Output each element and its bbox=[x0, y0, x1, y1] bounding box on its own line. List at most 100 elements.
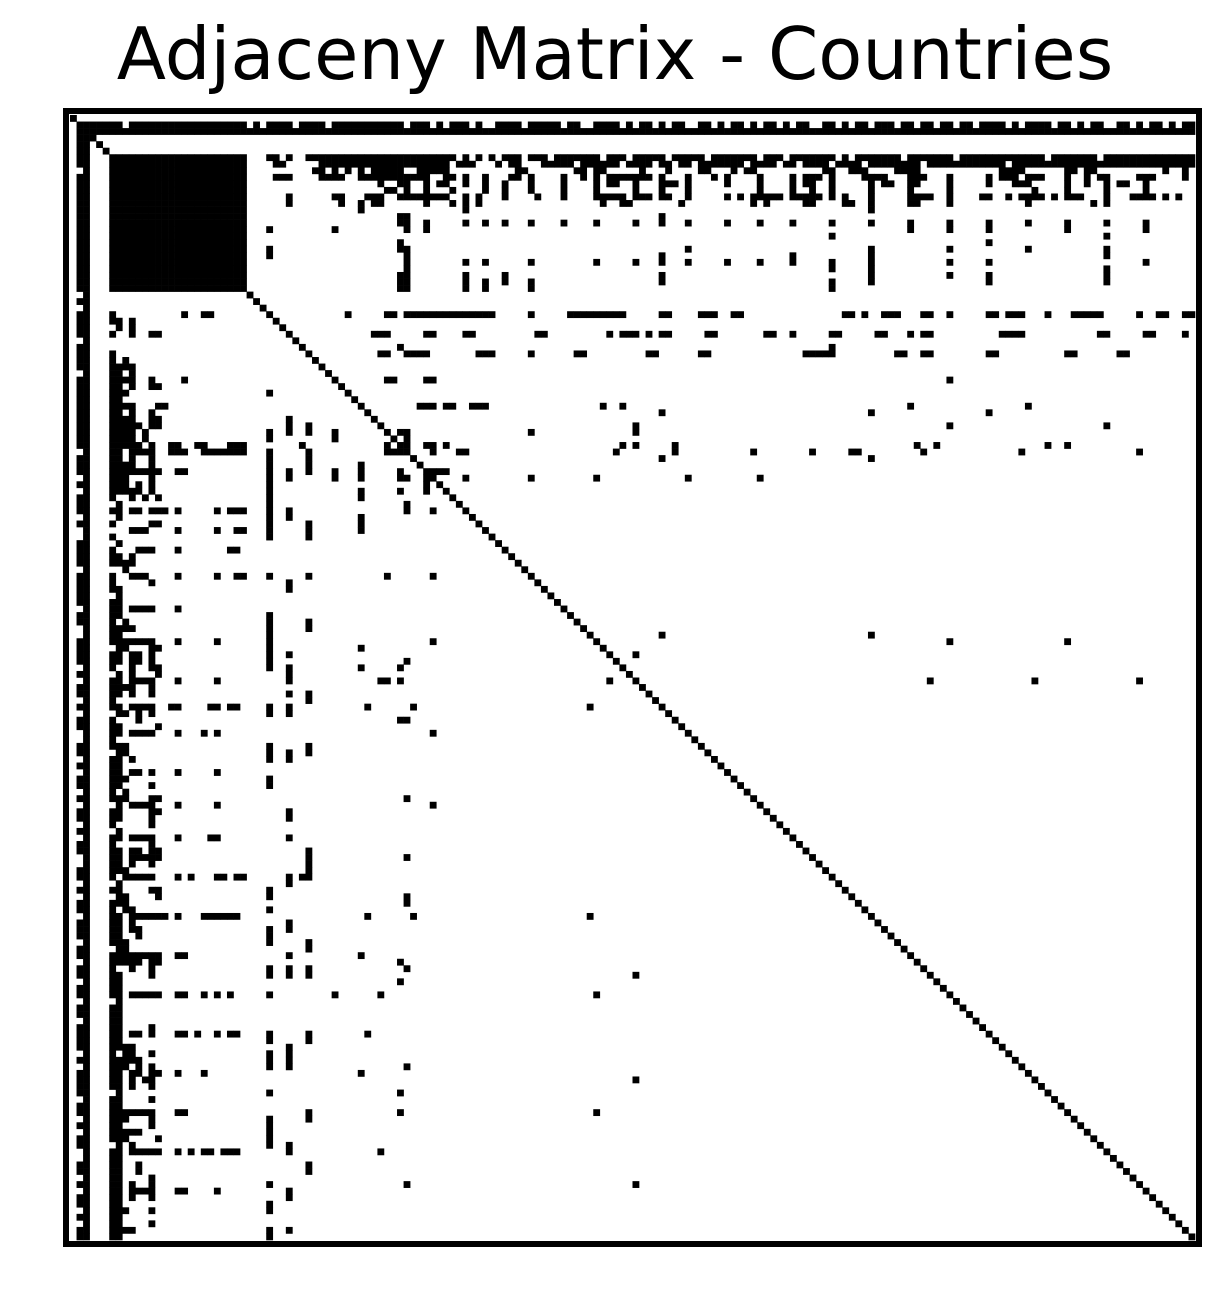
matrix-cell bbox=[985, 160, 993, 168]
matrix-cell bbox=[867, 265, 875, 273]
matrix-cell bbox=[802, 160, 810, 168]
matrix-cell bbox=[501, 271, 509, 279]
matrix-cell bbox=[83, 742, 90, 750]
matrix-cell bbox=[220, 128, 228, 135]
matrix-cell bbox=[1109, 128, 1117, 135]
matrix-cell bbox=[769, 330, 777, 338]
matrix-cell bbox=[357, 121, 365, 129]
matrix-cell bbox=[128, 991, 136, 999]
matrix-cell bbox=[83, 572, 90, 580]
matrix-cell bbox=[377, 193, 385, 201]
matrix-cell bbox=[168, 239, 175, 247]
matrix-cell bbox=[737, 311, 744, 319]
matrix-cell bbox=[442, 193, 450, 201]
matrix-cell bbox=[115, 782, 123, 789]
matrix-cell bbox=[76, 599, 84, 606]
matrix-cell bbox=[83, 1187, 90, 1195]
matrix-cell bbox=[83, 736, 90, 744]
matrix-cell bbox=[266, 1089, 274, 1097]
matrix-cell bbox=[194, 285, 202, 292]
matrix-diagonal-cell bbox=[854, 899, 862, 907]
matrix-cell bbox=[109, 906, 117, 914]
matrix-cell bbox=[1077, 121, 1085, 129]
matrix-cell bbox=[200, 219, 208, 227]
matrix-cell bbox=[148, 729, 156, 737]
matrix-cells bbox=[76, 121, 1196, 1241]
matrix-cell bbox=[357, 167, 365, 175]
matrix-cell bbox=[240, 572, 247, 580]
matrix-cell bbox=[115, 389, 123, 397]
matrix-cell bbox=[83, 442, 90, 449]
matrix-cell bbox=[1123, 121, 1130, 129]
matrix-cell bbox=[861, 128, 869, 135]
matrix-cell bbox=[312, 121, 319, 129]
matrix-cell bbox=[449, 200, 457, 207]
matrix-cell bbox=[305, 448, 313, 456]
matrix-cell bbox=[161, 213, 169, 220]
matrix-cell bbox=[76, 245, 84, 253]
matrix-cell bbox=[305, 625, 313, 633]
matrix-cell bbox=[128, 363, 136, 371]
matrix-cell bbox=[194, 226, 202, 234]
matrix-cell bbox=[115, 1141, 123, 1149]
matrix-cell bbox=[233, 232, 241, 240]
matrix-cell bbox=[155, 128, 162, 135]
matrix-cell bbox=[305, 455, 313, 462]
matrix-cell bbox=[979, 154, 986, 162]
matrix-cell bbox=[200, 1069, 208, 1077]
matrix-cell bbox=[83, 468, 90, 476]
matrix-cell bbox=[625, 121, 633, 129]
matrix-cell bbox=[122, 684, 130, 691]
matrix-cell bbox=[429, 330, 437, 338]
matrix-cell bbox=[809, 186, 816, 194]
matrix-cell bbox=[83, 330, 90, 338]
matrix-cell bbox=[83, 684, 90, 691]
matrix-cell bbox=[109, 1004, 117, 1012]
matrix-cell bbox=[769, 193, 777, 201]
matrix-cell bbox=[181, 1030, 189, 1038]
matrix-cell bbox=[835, 160, 843, 168]
matrix-cell bbox=[155, 252, 162, 260]
matrix-cell bbox=[115, 402, 123, 410]
matrix-cell bbox=[76, 134, 84, 142]
matrix-cell bbox=[220, 252, 228, 260]
matrix-cell bbox=[141, 638, 149, 646]
matrix-cell bbox=[671, 128, 679, 135]
matrix-cell bbox=[226, 507, 234, 515]
matrix-cell bbox=[148, 160, 156, 168]
matrix-cell bbox=[894, 350, 901, 358]
matrix-cell bbox=[122, 1043, 130, 1051]
matrix-cell bbox=[285, 919, 293, 927]
matrix-cell bbox=[76, 278, 84, 286]
matrix-cell bbox=[397, 716, 404, 724]
matrix-cell bbox=[148, 520, 156, 528]
matrix-cell bbox=[174, 468, 182, 476]
matrix-cell bbox=[292, 128, 300, 135]
matrix-cell bbox=[155, 265, 162, 273]
matrix-cell bbox=[704, 121, 712, 129]
matrix-cell bbox=[115, 625, 123, 633]
matrix-cell bbox=[135, 200, 143, 207]
matrix-cell bbox=[115, 631, 123, 639]
matrix-cell bbox=[174, 801, 182, 809]
matrix-cell bbox=[1155, 121, 1163, 129]
matrix-cell bbox=[76, 409, 84, 417]
matrix-cell bbox=[1109, 160, 1117, 168]
matrix-cell bbox=[76, 886, 84, 894]
matrix-diagonal-cell bbox=[403, 448, 411, 456]
matrix-diagonal-cell bbox=[514, 559, 522, 567]
matrix-cell bbox=[449, 186, 457, 194]
matrix-cell bbox=[848, 160, 856, 168]
matrix-cell bbox=[403, 128, 411, 135]
matrix-cell bbox=[102, 128, 110, 135]
matrix-cell bbox=[305, 873, 313, 881]
matrix-cell bbox=[266, 494, 274, 502]
matrix-cell bbox=[841, 193, 849, 201]
matrix-cell bbox=[148, 422, 156, 430]
matrix-cell bbox=[115, 1076, 123, 1084]
matrix-cell bbox=[1103, 265, 1111, 273]
matrix-cell bbox=[508, 173, 516, 181]
matrix-cell bbox=[285, 664, 293, 672]
matrix-cell bbox=[266, 625, 274, 633]
matrix-cell bbox=[128, 455, 136, 462]
